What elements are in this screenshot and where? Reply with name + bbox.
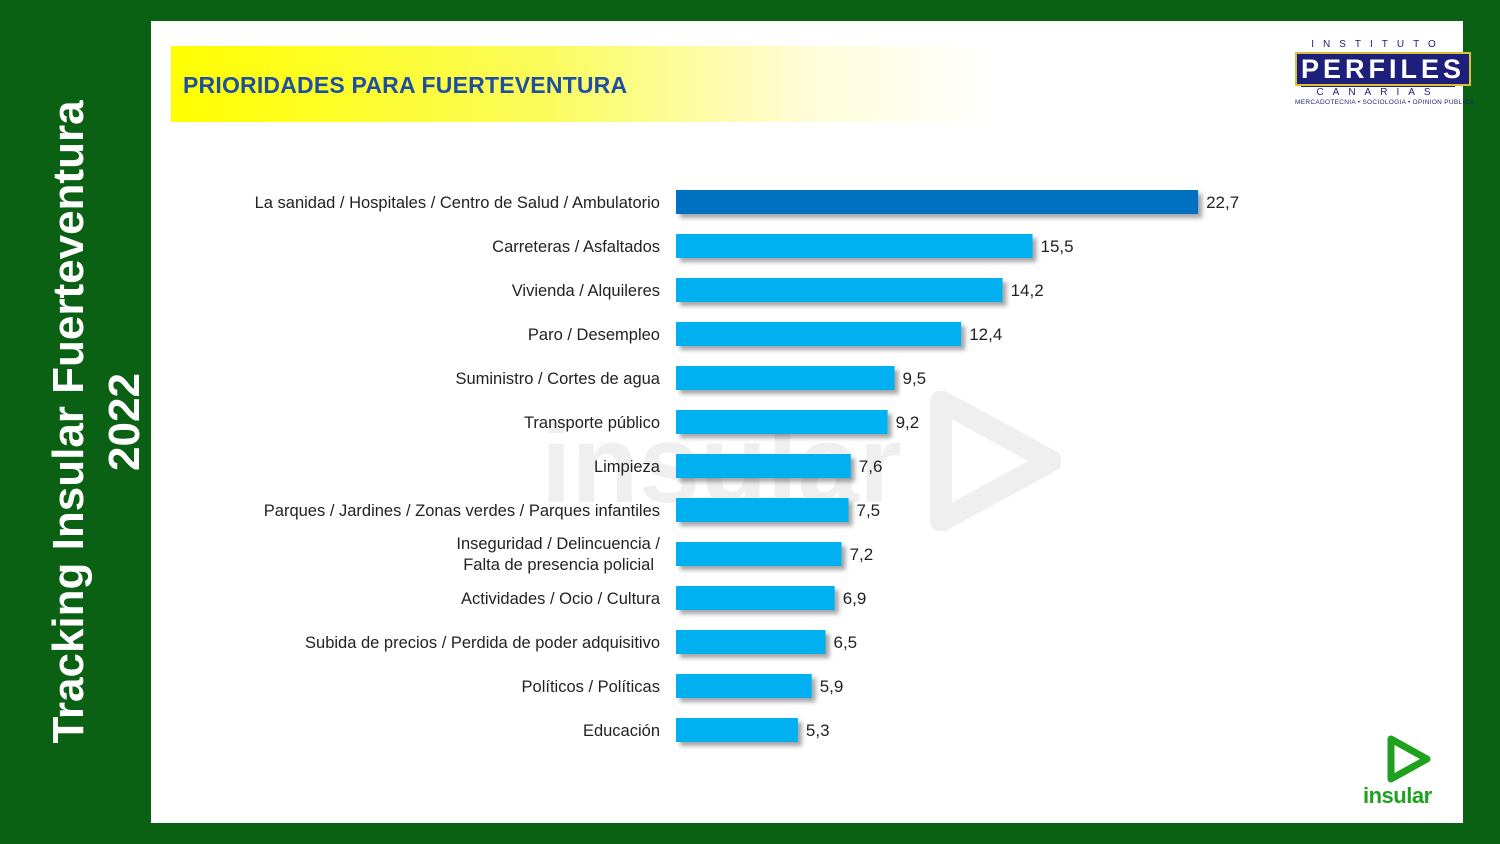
bar-chart: 22,7 La sanidad / Hospitales / Centro de …: [255, 190, 1239, 742]
data-label-6: 7,6: [859, 457, 883, 476]
category-label-4: Suministro / Cortes de agua: [455, 370, 660, 388]
data-label-2: 14,2: [1011, 281, 1044, 300]
category-label-8: Inseguridad / Delincuencia / Falta de pre…: [456, 535, 660, 574]
bar-6: [676, 454, 851, 478]
bar-1: [676, 234, 1033, 258]
category-label-9: Actividades / Ocio / Cultura: [461, 590, 661, 608]
data-label-5: 9,2: [896, 413, 920, 432]
category-label-11: Políticos / Políticas: [522, 678, 660, 696]
perfiles-logo-bottom: CANARIAS: [1301, 86, 1455, 98]
data-label-4: 9,5: [903, 369, 927, 388]
bar-2: [676, 278, 1003, 302]
bar-0: [676, 190, 1199, 214]
category-label-2: Vivienda / Alquileres: [512, 282, 660, 300]
bar-4: [676, 366, 895, 390]
data-label-8: 7,2: [850, 545, 874, 564]
bar-5: [676, 410, 888, 434]
data-label-12: 5,3: [806, 721, 830, 740]
category-label-3: Paro / Desempleo: [528, 326, 660, 344]
data-label-10: 6,5: [834, 633, 858, 652]
category-label-5: Transporte público: [524, 414, 660, 432]
insular-logo-text: insular: [1363, 783, 1432, 808]
bar-9: [676, 586, 835, 610]
category-label-1: Carreteras / Asfaltados: [492, 238, 660, 256]
perfiles-logo-name: PERFILES: [1295, 52, 1472, 86]
perfiles-logo: INSTITUTO PERFILES CANARIAS MERCADOTECNI…: [1295, 39, 1475, 113]
category-label-6: Limpieza: [594, 458, 661, 476]
side-title: Tracking Insular Fuerteventura 2022: [0, 0, 150, 844]
chart-title: PRIORIDADES PARA FUERTEVENTURA: [183, 72, 628, 98]
bar-11: [676, 674, 812, 698]
perfiles-logo-top: INSTITUTO: [1311, 39, 1445, 50]
title-band: PRIORIDADES PARA FUERTEVENTURA: [171, 46, 991, 122]
category-label-0: La sanidad / Hospitales / Centro de Salu…: [255, 194, 660, 212]
data-label-9: 6,9: [843, 589, 867, 608]
slide-panel: PRIORIDADES PARA FUERTEVENTURA INSTITUTO…: [151, 21, 1475, 823]
bar-10: [676, 630, 826, 654]
perfiles-logo-tagline: MERCADOTECNIA • SOCIOLOGIA • OPINION PUB…: [1295, 99, 1475, 106]
bar-3: [676, 322, 962, 346]
data-label-3: 12,4: [969, 325, 1002, 344]
data-label-0: 22,7: [1206, 193, 1239, 212]
bar-7: [676, 498, 849, 522]
data-label-1: 15,5: [1041, 237, 1074, 256]
bar-12: [676, 718, 798, 742]
side-title-line1: Tracking Insular Fuerteventura: [44, 100, 93, 744]
side-title-line2: 2022: [100, 373, 149, 471]
play-triangle-icon: [1387, 735, 1431, 783]
bar-8: [676, 542, 842, 566]
category-label-7: Parques / Jardines / Zonas verdes / Parq…: [264, 502, 660, 520]
category-label-12: Educación: [583, 722, 660, 740]
category-label-10: Subida de precios / Perdida de poder adq…: [305, 634, 660, 652]
data-label-7: 7,5: [857, 501, 881, 520]
data-label-11: 5,9: [820, 677, 844, 696]
insular-logo: insular: [1361, 731, 1441, 811]
